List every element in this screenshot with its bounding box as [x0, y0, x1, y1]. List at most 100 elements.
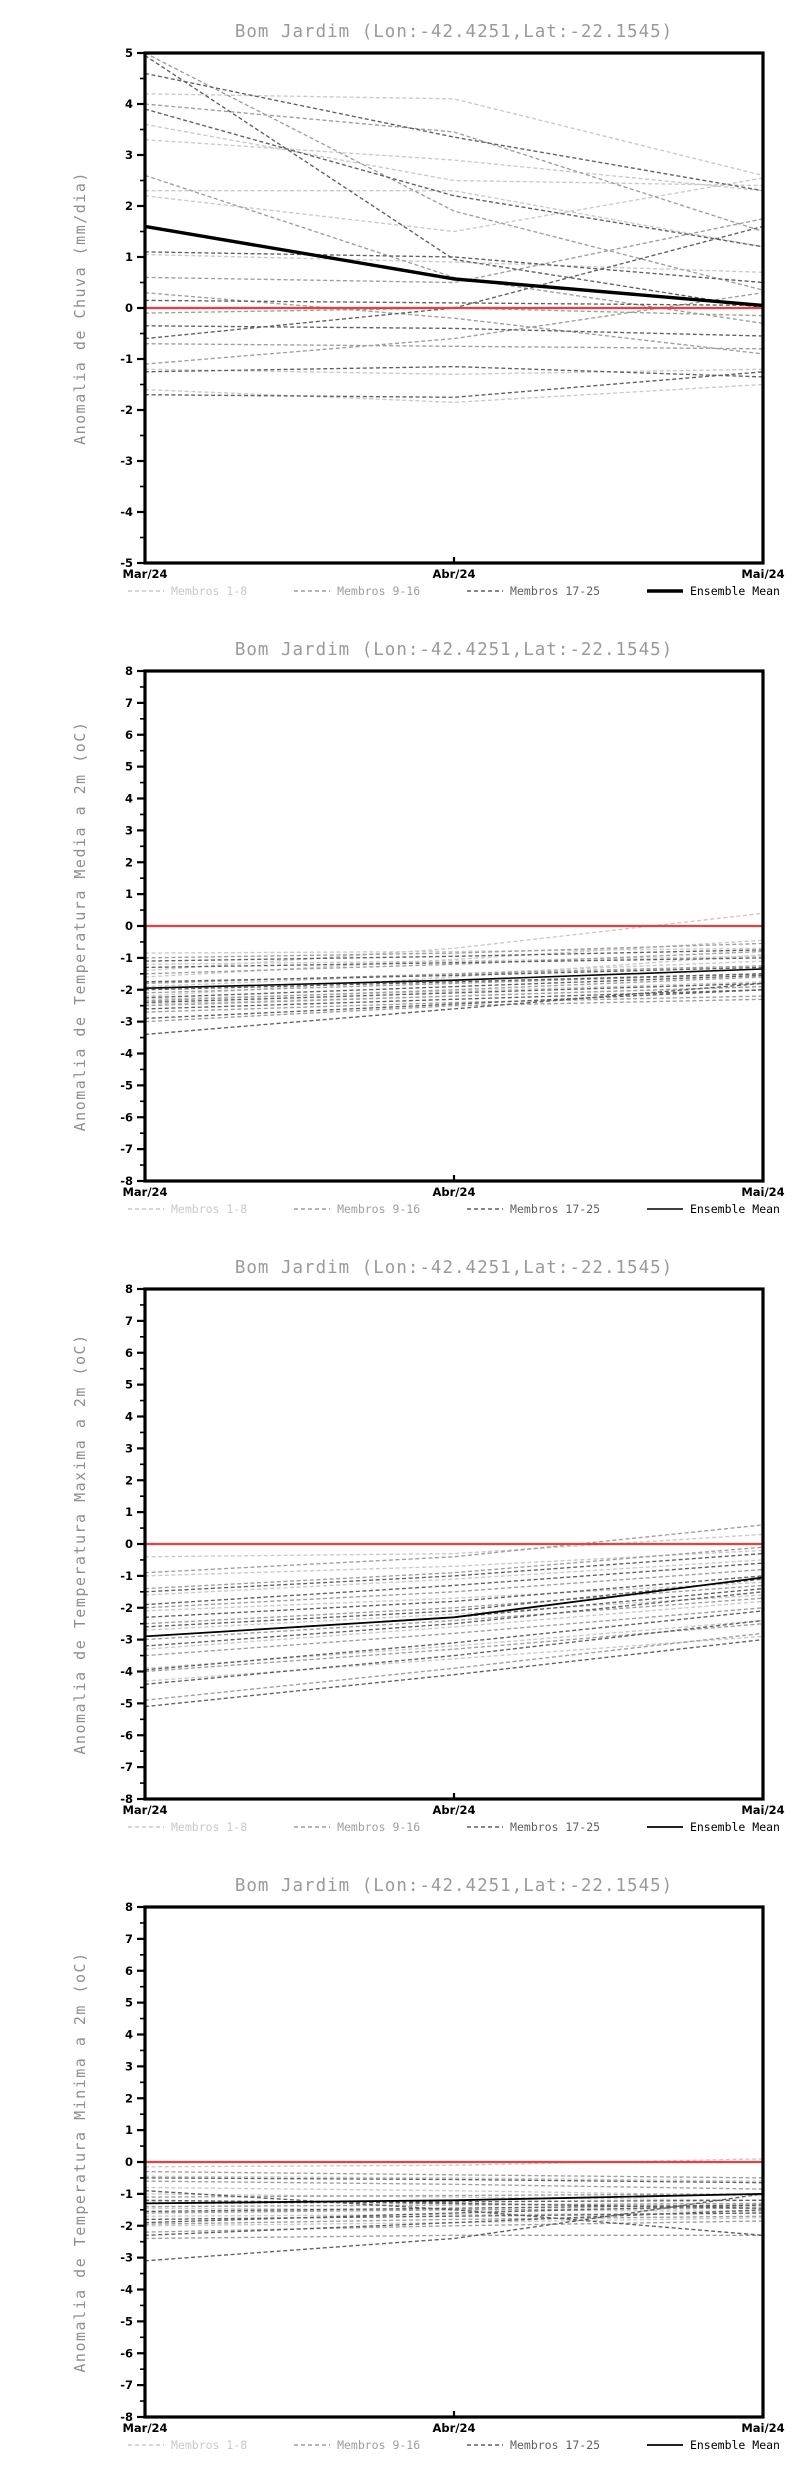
svg-text:3: 3	[125, 823, 133, 837]
member-lines	[144, 2158, 764, 2262]
ensemble-mean-line	[144, 224, 764, 308]
legend-item: Membros 17-25	[467, 2438, 600, 2452]
legend-line-dashed-icon	[128, 590, 164, 592]
legend-item: Membros 1-8	[128, 1202, 247, 1216]
svg-text:Abr/24: Abr/24	[432, 2421, 475, 2435]
svg-text:Mai/24: Mai/24	[741, 1185, 784, 1199]
legend-item: Membros 1-8	[128, 2438, 247, 2452]
legend-item: Membros 9-16	[294, 584, 420, 598]
legend-label: Membros 17-25	[510, 2438, 601, 2452]
plot-canvas-temp-minima: -8 -7 -6 -5 -4 -3 -2 -1 0 1 2 3 4 5 6 7 8 Mar/24 Abr/24 Mai…	[120, 1900, 784, 2435]
ensemble-mean-line	[144, 2193, 764, 2205]
legend-line-dashed-icon	[294, 590, 331, 592]
svg-text:Mar/24: Mar/24	[122, 1185, 167, 1199]
legend-line-dashed-icon	[128, 2444, 164, 2446]
legend-item: Membros 17-25	[467, 584, 600, 598]
y-axis-ticks: -5 -4 -3 -2 -1 0 1 2 3 4 5	[120, 46, 145, 570]
svg-text:4: 4	[125, 97, 133, 111]
svg-text:-6: -6	[120, 1728, 133, 1742]
svg-text:-5: -5	[120, 2314, 133, 2328]
svg-text:6: 6	[125, 728, 133, 742]
chart-title: Bom Jardim (Lon:-42.4251,Lat:-22.1545)	[234, 22, 674, 42]
x-axis-ticks: Mar/24 Abr/24 Mai/24	[122, 557, 785, 581]
svg-text:7: 7	[125, 696, 133, 710]
legend-label: Membros 17-25	[510, 584, 601, 598]
svg-text:1: 1	[125, 887, 133, 901]
legend-line-solid-icon	[646, 1826, 683, 1828]
legend-item: Membros 17-25	[467, 1820, 600, 1834]
legend-item: Membros 17-25	[467, 1202, 600, 1216]
svg-text:3: 3	[125, 2059, 133, 2073]
svg-text:Mar/24: Mar/24	[122, 567, 167, 581]
svg-text:-3: -3	[120, 2251, 133, 2265]
svg-text:8: 8	[125, 664, 133, 678]
legend-label: Membros 1-8	[171, 584, 248, 598]
legend-line-solid-icon	[646, 2444, 683, 2446]
svg-text:-7: -7	[120, 2378, 133, 2392]
svg-text:2: 2	[125, 855, 133, 869]
legend-label: Membros 9-16	[337, 584, 421, 598]
legend-line-dashed-icon	[467, 1208, 504, 1210]
legend-label: Ensemble Mean	[689, 2438, 780, 2452]
legend-label: Membros 17-25	[510, 1820, 601, 1834]
chart-block-temp-media: Bom Jardim (Lon:-42.4251,Lat:-22.1545) A…	[0, 618, 800, 1236]
svg-text:5: 5	[125, 46, 133, 60]
legend-item: Ensemble Mean	[646, 2438, 780, 2452]
svg-text:0: 0	[125, 2155, 133, 2169]
svg-text:-1: -1	[120, 2187, 133, 2201]
svg-text:5: 5	[125, 1378, 133, 1392]
svg-text:-8: -8	[120, 1792, 133, 1806]
svg-text:-2: -2	[120, 403, 133, 417]
legend-label: Ensemble Mean	[689, 1202, 780, 1216]
chart-title: Bom Jardim (Lon:-42.4251,Lat:-22.1545)	[234, 1876, 674, 1896]
svg-text:Mar/24: Mar/24	[122, 1803, 167, 1817]
legend: Membros 1-8 Membros 9-16 Membros 17-25 Ense…	[128, 1818, 780, 1836]
svg-text:8: 8	[125, 1282, 133, 1296]
svg-text:-3: -3	[120, 454, 133, 468]
svg-text:Abr/24: Abr/24	[432, 1185, 475, 1199]
legend-item: Membros 1-8	[128, 584, 247, 598]
legend-item: Membros 1-8	[128, 1820, 247, 1834]
legend-line-dashed-icon	[294, 1208, 331, 1210]
svg-text:-4: -4	[120, 1665, 133, 1679]
svg-text:5: 5	[125, 760, 133, 774]
plot-canvas-temp-maxima: -8 -7 -6 -5 -4 -3 -2 -1 0 1 2 3 4 5 6 7 8 Mar/24 Abr/24 Mai…	[120, 1282, 784, 1817]
legend-line-dashed-icon	[128, 1826, 164, 1828]
legend: Membros 1-8 Membros 9-16 Membros 17-25 Ense…	[128, 582, 780, 600]
legend-item: Membros 9-16	[294, 1820, 420, 1834]
svg-text:Abr/24: Abr/24	[432, 1803, 475, 1817]
legend-line-dashed-icon	[467, 2444, 504, 2446]
legend-item: Membros 9-16	[294, 2438, 420, 2452]
y-axis-ticks: -8 -7 -6 -5 -4 -3 -2 -1 0 1 2 3 4 5 6 7 8	[120, 1900, 145, 2424]
legend: Membros 1-8 Membros 9-16 Membros 17-25 Ense…	[128, 2436, 780, 2454]
legend-item: Ensemble Mean	[646, 1820, 780, 1834]
member-lines	[144, 912, 764, 1036]
svg-text:-8: -8	[120, 1174, 133, 1188]
legend-label: Membros 9-16	[337, 1202, 421, 1216]
legend-label: Membros 17-25	[510, 1202, 601, 1216]
svg-text:2: 2	[125, 2091, 133, 2105]
legend-label: Ensemble Mean	[689, 1820, 780, 1834]
ensemble-mean-line	[144, 968, 764, 989]
svg-text:6: 6	[125, 1964, 133, 1978]
svg-text:-5: -5	[120, 1078, 133, 1092]
legend-line-dashed-icon	[128, 1208, 164, 1210]
svg-text:2: 2	[125, 199, 133, 213]
svg-text:Mai/24: Mai/24	[741, 2421, 784, 2435]
legend-line-dashed-icon	[467, 590, 504, 592]
svg-text:3: 3	[125, 1441, 133, 1455]
x-axis-ticks: Mar/24 Abr/24 Mai/24	[122, 1175, 785, 1199]
legend-item: Ensemble Mean	[646, 1202, 780, 1216]
svg-text:-7: -7	[120, 1760, 133, 1774]
svg-text:7: 7	[125, 1932, 133, 1946]
y-axis-ticks: -8 -7 -6 -5 -4 -3 -2 -1 0 1 2 3 4 5 6 7 8	[120, 664, 145, 1188]
svg-text:-8: -8	[120, 2410, 133, 2424]
svg-text:5: 5	[125, 1996, 133, 2010]
svg-text:-4: -4	[120, 2283, 133, 2297]
svg-text:0: 0	[125, 919, 133, 933]
svg-text:-3: -3	[120, 1015, 133, 1029]
svg-text:2: 2	[125, 1473, 133, 1487]
svg-text:-6: -6	[120, 2346, 133, 2360]
svg-text:-1: -1	[120, 352, 133, 366]
